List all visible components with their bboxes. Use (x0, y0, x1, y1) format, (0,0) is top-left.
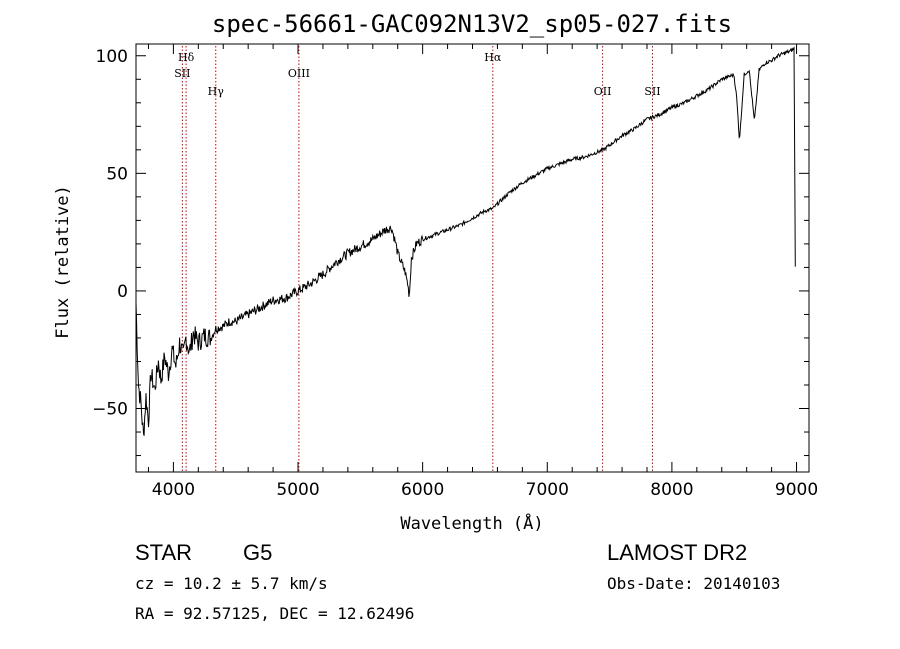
plot-area: 4000 5000 6000 7000 8000 9000 100 50 0 −50 Hδ SII Hγ… (92, 43, 818, 500)
x-axis-label: Wavelength (Å) (400, 512, 543, 534)
sky-coordinates: RA = 92.57125, DEC = 12.62496 (135, 604, 415, 623)
chart-title: spec-56661-GAC092N13V2_sp05-027.fits (212, 10, 732, 38)
x-tick-label: 9000 (775, 480, 818, 500)
x-tick-label: 8000 (650, 480, 693, 500)
y-tick-label: 50 (106, 164, 128, 184)
marker-label: SII (644, 85, 660, 98)
marker-label: OII (594, 85, 612, 98)
spectrum-line (135, 46, 796, 436)
object-subclass: G5 (243, 540, 273, 565)
x-tick-label: 5000 (276, 480, 319, 500)
object-class: STAR (135, 540, 193, 565)
x-tick-label: 4000 (152, 480, 195, 500)
redshift-value: cz = 10.2 ± 5.7 km/s (135, 574, 328, 593)
survey-name: LAMOST DR2 (607, 540, 748, 565)
marker-label: Hδ (178, 51, 195, 64)
x-tick-label: 6000 (401, 480, 444, 500)
plot-frame (135, 43, 810, 473)
marker-label: Hα (484, 51, 502, 64)
y-tick-label: 100 (96, 47, 128, 67)
marker-label: Hγ (208, 85, 225, 98)
marker-label: OIII (288, 67, 310, 80)
observation-date: Obs-Date: 20140103 (607, 574, 781, 593)
y-axis-label: Flux (relative) (53, 185, 73, 339)
marker-label: SII (174, 67, 190, 80)
x-tick-label: 7000 (526, 480, 569, 500)
y-tick-label: −50 (92, 400, 128, 420)
y-tick-label: 0 (117, 282, 128, 302)
